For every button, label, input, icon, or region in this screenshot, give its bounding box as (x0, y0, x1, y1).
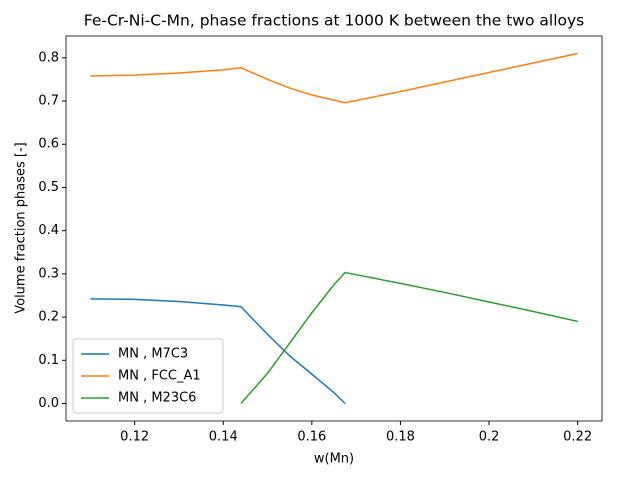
y-tick-label: 0.3 (38, 266, 59, 281)
chart-title: Fe-Cr-Ni-C-Mn, phase fractions at 1000 K… (84, 12, 585, 30)
x-tick-label: 0.16 (297, 430, 326, 445)
line (90, 52, 578, 104)
y-axis-label: Volume fraction phases [-] (14, 142, 29, 314)
y-tick-label: 0.8 (38, 50, 59, 65)
legend-label: MN , M7C3 (118, 347, 188, 362)
axes-frame (65, 35, 603, 422)
x-tick-label: 0.14 (209, 430, 238, 445)
line (90, 298, 346, 405)
x-tick-label: 0.2 (479, 430, 500, 445)
y-tick-label: 0.2 (38, 310, 59, 325)
x-tick-label: 0.12 (120, 430, 149, 445)
legend-box (72, 338, 224, 414)
y-tick-label: 0.0 (38, 396, 59, 411)
y-tick-label: 0.5 (38, 180, 59, 195)
x-tick-label: 0.22 (563, 430, 592, 445)
x-axis-label: w(Mn) (314, 452, 354, 467)
legend-label: MN , M23C6 (118, 391, 196, 406)
line (240, 271, 578, 404)
y-tick-label: 0.7 (38, 94, 59, 109)
legend: MN , M7C3 MN , FCC_A1 MN , M23C6 (72, 338, 224, 414)
y-tick-label: 0.6 (38, 137, 59, 152)
x-tick-label: 0.18 (386, 430, 415, 445)
y-tick-label: 0.4 (38, 223, 59, 238)
y-tick-label: 0.1 (38, 353, 59, 368)
legend-label: MN , FCC_A1 (118, 369, 201, 384)
